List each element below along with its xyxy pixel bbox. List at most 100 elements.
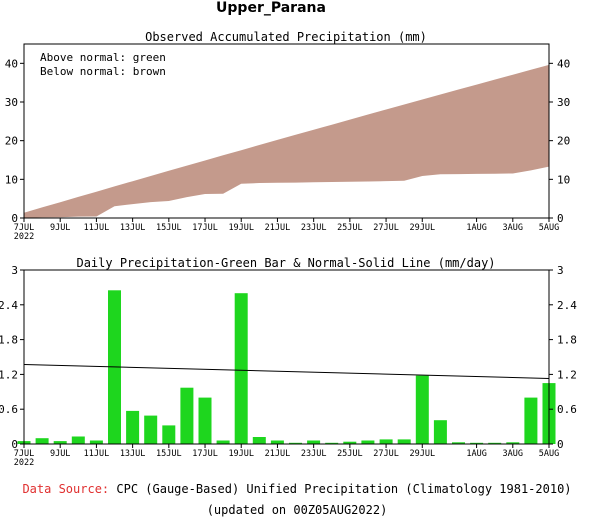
- daily-bar: [234, 293, 248, 444]
- daily-ytick-label-left: 3: [11, 264, 18, 277]
- daily-bar: [470, 442, 484, 444]
- accumulated-ytick-label-left: 10: [5, 173, 18, 186]
- daily-bar: [361, 440, 375, 444]
- daily-panel: Daily Precipitation-Green Bar & Normal-S…: [0, 256, 577, 468]
- daily-ytick-label-left: 0: [11, 438, 18, 451]
- daily-xtick-label: 2022: [14, 458, 34, 468]
- daily-y-axis: 0 0 0.6 0.6 1.2 1.2 1.8 1.8 2.4 2.4 3 3: [0, 264, 577, 451]
- accumulated-deficit-area: [24, 64, 549, 218]
- daily-ytick-label-right: 1.2: [557, 368, 577, 381]
- daily-bar: [452, 442, 465, 444]
- daily-bar: [270, 440, 284, 444]
- accumulated-panel: Observed Accumulated Precipitation (mm) …: [5, 30, 571, 242]
- daily-bar: [252, 437, 266, 444]
- daily-xtick-label: 9JUL: [50, 449, 70, 459]
- daily-bar: [53, 441, 67, 444]
- daily-xtick-label: 21JUL: [265, 449, 291, 459]
- daily-normal-line: [23, 364, 550, 379]
- legend-below-normal: Below normal: brown: [40, 65, 166, 78]
- accumulated-xtick-label: 3AUG: [503, 223, 523, 233]
- accumulated-ytick-label-left: 40: [5, 57, 18, 70]
- accumulated-ytick-label-right: 40: [557, 57, 570, 70]
- daily-ytick-label-right: 0.6: [557, 403, 577, 416]
- daily-xtick-label: 29JUL: [409, 449, 435, 459]
- daily-ytick-label-right: 3: [557, 264, 564, 277]
- daily-ytick-label-right: 2.4: [557, 299, 577, 312]
- daily-xtick-label: 19JUL: [228, 449, 254, 459]
- daily-bar: [524, 397, 538, 444]
- daily-bar: [506, 442, 520, 444]
- daily-ytick-label-left: 1.2: [0, 368, 18, 381]
- accumulated-xtick-label: 15JUL: [156, 223, 182, 233]
- accumulated-xtick-label: 13JUL: [120, 223, 146, 233]
- daily-ytick-label-right: 0: [557, 438, 564, 451]
- daily-bar: [35, 438, 49, 444]
- daily-xtick-label: 5AUG: [539, 449, 559, 459]
- daily-bar: [126, 410, 140, 444]
- daily-xtick-label: 1AUG: [466, 449, 486, 459]
- daily-bar: [433, 420, 447, 444]
- accumulated-xtick-label: 23JUL: [301, 223, 327, 233]
- daily-bar: [379, 439, 393, 444]
- daily-xtick-label: 27JUL: [373, 449, 399, 459]
- daily-xtick-label: 17JUL: [192, 449, 218, 459]
- daily-xtick-label: 15JUL: [156, 449, 182, 459]
- daily-bar: [144, 415, 158, 444]
- daily-bar: [216, 440, 230, 444]
- data-source-line: Data Source: CPC (Gauge-Based) Unified P…: [0, 482, 594, 496]
- daily-ytick-label-right: 1.8: [557, 334, 577, 347]
- daily-bar: [307, 440, 321, 444]
- accumulated-xtick-label: 21JUL: [265, 223, 291, 233]
- daily-ytick-label-left: 2.4: [0, 299, 18, 312]
- daily-bar: [198, 397, 212, 444]
- accumulated-xtick-label: 29JUL: [409, 223, 435, 233]
- data-source-text: CPC (Gauge-Based) Unified Precipitation …: [109, 482, 572, 496]
- daily-bar: [415, 375, 429, 444]
- accumulated-xtick-label: 1AUG: [466, 223, 486, 233]
- daily-xtick-label: 3AUG: [503, 449, 523, 459]
- accumulated-xtick-label: 5AUG: [539, 223, 559, 233]
- figure-title: Upper_Parana: [216, 0, 326, 16]
- accumulated-ytick-label-left: 0: [11, 212, 18, 225]
- daily-xtick-label: 13JUL: [120, 449, 146, 459]
- daily-xtick-label: 25JUL: [337, 449, 363, 459]
- accumulated-xtick-label: 19JUL: [228, 223, 254, 233]
- updated-line: (updated on 00Z05AUG2022): [206, 503, 388, 517]
- daily-xtick-label: 7JUL: [14, 449, 34, 459]
- daily-title: Daily Precipitation-Green Bar & Normal-S…: [76, 256, 495, 270]
- daily-bar: [488, 442, 502, 444]
- daily-xtick-label: 11JUL: [84, 449, 110, 459]
- accumulated-xtick-label: 17JUL: [192, 223, 218, 233]
- accumulated-y-axis: 0 0 10 10 20 20 30 30 40 40: [5, 57, 571, 225]
- accumulated-ytick-label-left: 30: [5, 96, 18, 109]
- legend-above-normal: Above normal: green: [40, 51, 166, 64]
- daily-bar: [180, 387, 194, 444]
- accumulated-xtick-label: 7JUL: [14, 223, 34, 233]
- daily-bar: [343, 441, 357, 444]
- data-source-label: Data Source:: [22, 482, 110, 496]
- accumulated-xtick-label: 9JUL: [50, 223, 70, 233]
- daily-bars: [17, 290, 556, 444]
- daily-bar: [162, 425, 176, 444]
- accumulated-xtick-label: 11JUL: [84, 223, 110, 233]
- daily-plot-frame: [23, 269, 550, 445]
- daily-xtick-label: 23JUL: [301, 449, 327, 459]
- accumulated-plot-frame: [23, 43, 550, 219]
- accumulated-title: Observed Accumulated Precipitation (mm): [145, 30, 427, 44]
- accumulated-ytick-label-right: 30: [557, 96, 570, 109]
- daily-ytick-label-left: 1.8: [0, 334, 18, 347]
- daily-bar: [71, 436, 85, 444]
- accumulated-ytick-label-right: 10: [557, 173, 570, 186]
- daily-bar: [289, 442, 302, 444]
- accumulated-xtick-label: 2022: [14, 232, 34, 242]
- accumulated-xtick-label: 25JUL: [337, 223, 363, 233]
- accumulated-ytick-label-right: 0: [557, 212, 564, 225]
- daily-ytick-label-left: 0.6: [0, 403, 18, 416]
- accumulated-ytick-label-right: 20: [557, 135, 570, 148]
- daily-bar: [325, 442, 339, 444]
- daily-bar: [397, 439, 411, 444]
- accumulated-xtick-label: 27JUL: [373, 223, 399, 233]
